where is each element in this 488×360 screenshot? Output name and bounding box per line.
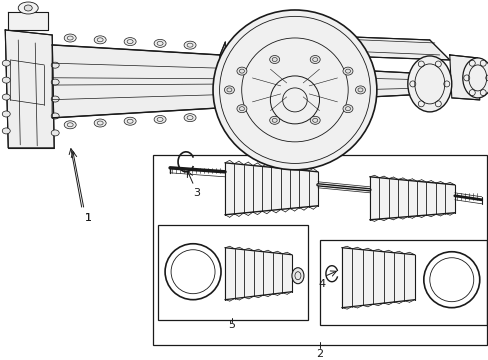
Ellipse shape [64, 121, 76, 129]
Polygon shape [299, 35, 449, 60]
Ellipse shape [355, 86, 365, 94]
Polygon shape [341, 248, 414, 308]
Text: 4: 4 [318, 279, 325, 289]
Text: 1: 1 [84, 213, 91, 223]
Ellipse shape [342, 67, 352, 75]
Ellipse shape [51, 79, 59, 85]
Polygon shape [224, 248, 291, 300]
Bar [319, 240, 486, 325]
Bar [158, 225, 307, 320]
Text: 3: 3 [193, 188, 200, 198]
Ellipse shape [94, 119, 106, 127]
Ellipse shape [224, 86, 234, 94]
Polygon shape [220, 42, 225, 108]
Ellipse shape [183, 114, 196, 122]
Ellipse shape [309, 55, 320, 63]
Ellipse shape [291, 268, 304, 284]
Polygon shape [5, 30, 54, 148]
Ellipse shape [154, 39, 166, 48]
Text: 1: 1 [84, 213, 91, 223]
Bar [153, 155, 486, 345]
Ellipse shape [269, 116, 279, 124]
Ellipse shape [51, 96, 59, 102]
Ellipse shape [124, 117, 136, 125]
Ellipse shape [183, 41, 196, 49]
Ellipse shape [51, 113, 59, 119]
Ellipse shape [24, 5, 32, 11]
Ellipse shape [2, 60, 10, 66]
Ellipse shape [64, 34, 76, 42]
Ellipse shape [18, 2, 38, 14]
Ellipse shape [309, 116, 320, 124]
Ellipse shape [51, 62, 59, 68]
Ellipse shape [213, 10, 376, 170]
Ellipse shape [2, 94, 10, 100]
Ellipse shape [51, 130, 59, 136]
Ellipse shape [154, 116, 166, 123]
Polygon shape [351, 70, 429, 98]
Ellipse shape [94, 36, 106, 44]
Ellipse shape [462, 58, 488, 98]
Polygon shape [369, 177, 454, 220]
Ellipse shape [2, 128, 10, 134]
Ellipse shape [2, 77, 10, 83]
Ellipse shape [237, 105, 246, 113]
Ellipse shape [342, 105, 352, 113]
Polygon shape [52, 45, 220, 118]
Polygon shape [449, 55, 479, 100]
Ellipse shape [237, 67, 246, 75]
Ellipse shape [269, 55, 279, 63]
Ellipse shape [407, 56, 451, 112]
Text: 2: 2 [316, 348, 323, 359]
Polygon shape [8, 12, 48, 30]
Ellipse shape [124, 37, 136, 46]
Text: 5: 5 [228, 320, 235, 330]
Polygon shape [224, 163, 317, 215]
Ellipse shape [2, 111, 10, 117]
